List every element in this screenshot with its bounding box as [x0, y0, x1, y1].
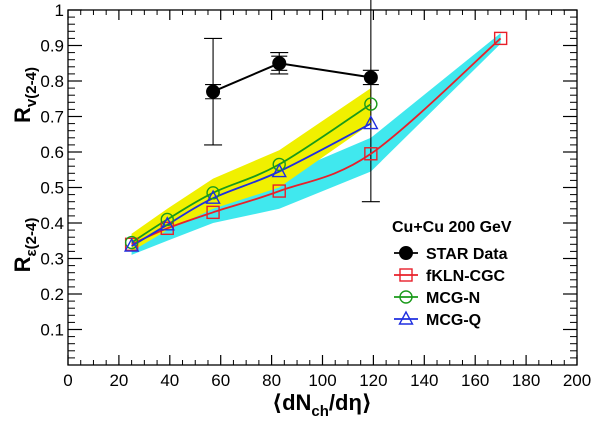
point-mcg-n [124, 235, 139, 250]
line-star-data [212, 62, 372, 93]
series-curves [131, 0, 502, 247]
point-mcg-q [205, 189, 221, 204]
legend-label: fKLN-CGC [426, 268, 506, 285]
point-mcg-q [123, 237, 140, 252]
x-tick-label: 40 [160, 371, 179, 390]
x-tick-label: 180 [512, 371, 540, 390]
y-axis-label-bottom: Rε(2-4) [10, 218, 40, 273]
legend-title: Cu+Cu 200 GeV [392, 219, 512, 236]
axes: 0 20 40 60 80 100 120 140 160 180 200 0.1 0.2 0.3 0.4 0… [40, 1, 591, 390]
y-axis-label-bottom-sub: ε(2-4) [23, 218, 40, 257]
x-axis-label-rest: /dη [329, 390, 362, 415]
y-axis-label-top-sub: v(2-4) [23, 67, 40, 107]
point-mcg-q [159, 216, 175, 231]
x-tick-label: 120 [359, 371, 387, 390]
x-tick-label: 200 [563, 371, 591, 390]
x-axis-label-open: ⟨ [272, 390, 282, 415]
x-axis-label-close: ⟩ [362, 390, 372, 415]
point-fkln-cgc [272, 184, 286, 198]
y-tick-label: 0.5 [40, 179, 64, 198]
y-tick-label: 0.1 [40, 321, 64, 340]
y-tick-label: 0.2 [40, 285, 64, 304]
legend-label: MCG-N [426, 290, 480, 307]
point-mcg-n [160, 212, 174, 227]
x-tick-label: 140 [410, 371, 438, 390]
point-star-data [272, 56, 287, 71]
line-mcg-q [131, 122, 372, 247]
point-fkln-cgc [206, 205, 220, 220]
point-fkln-cgc [493, 31, 508, 46]
y-tick-label: 0.3 [40, 250, 64, 269]
point-star-data [206, 84, 221, 99]
y-tick-label: 1 [55, 1, 64, 20]
legend-marker-fkln-cgc [399, 268, 413, 282]
y-axis-label-top-main: R [10, 107, 35, 123]
x-tick-label: 20 [109, 371, 128, 390]
y-axis-label-top: Rv(2-4) [10, 67, 40, 123]
x-axis-label-main: dN [282, 390, 311, 415]
point-mcg-n [272, 157, 286, 172]
x-tick-label: 100 [308, 371, 336, 390]
legend-marker-mcg-q [398, 310, 414, 325]
x-tick-label: 80 [262, 371, 281, 390]
y-tick-label: 0.6 [40, 143, 64, 162]
point-fkln-cgc [364, 147, 378, 161]
point-star-data [363, 70, 378, 85]
legend-marker-star-data [399, 246, 413, 260]
x-tick-label: 60 [211, 371, 230, 390]
x-tick-label: 0 [63, 371, 72, 390]
x-axis-label: ⟨dNch/dη⟩ [272, 390, 372, 420]
legend-marker-mcg-n [399, 290, 413, 304]
point-mcg-q [363, 115, 379, 130]
point-mcg-n [364, 97, 378, 111]
series-markers [123, 31, 508, 252]
x-axis-label-sub: ch [311, 403, 329, 420]
y-tick-label: 0.4 [40, 214, 64, 233]
axis-labels: ⟨dNch/dη⟩ Rv(2-4) Rε(2-4) [10, 67, 372, 420]
line-mcg-n [131, 103, 372, 244]
y-tick-label: 0.8 [40, 72, 64, 91]
y-axis-label-bottom-main: R [10, 256, 35, 272]
y-tick-label: 0.7 [40, 108, 64, 127]
point-mcg-n [206, 186, 220, 200]
legend-label: STAR Data [426, 246, 508, 263]
x-tick-label: 160 [461, 371, 489, 390]
legend-label: MCG-Q [426, 312, 481, 329]
y-tick-label: 0.9 [40, 37, 64, 56]
point-mcg-q [271, 163, 287, 178]
legend: Cu+Cu 200 GeV STAR Data fKLN-CGC MCG-N MCG-… [392, 219, 512, 329]
line-fkln-cgc [131, 37, 502, 246]
